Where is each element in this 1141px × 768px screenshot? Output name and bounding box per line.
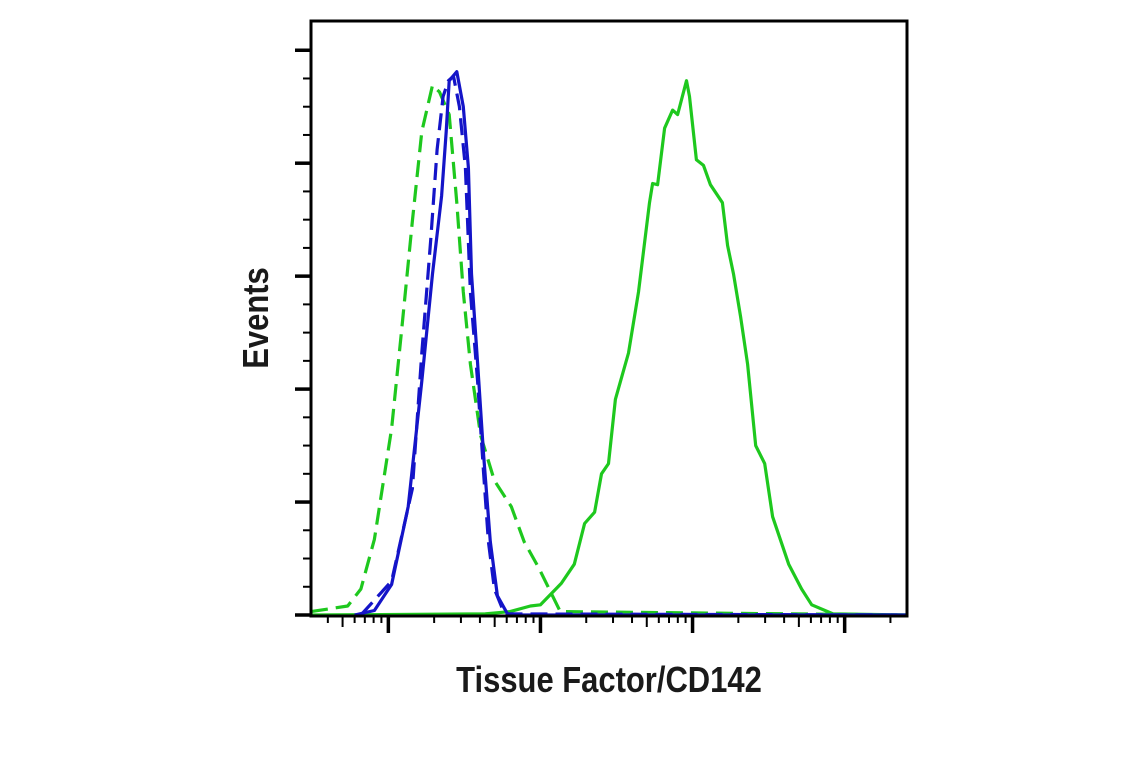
y-axis-title: Events bbox=[237, 267, 277, 368]
plot-frame bbox=[309, 19, 909, 618]
x-axis-title: Tissue Factor/CD142 bbox=[456, 661, 762, 701]
histogram-series-2-dashed bbox=[359, 74, 908, 617]
histogram-series-1-dashed bbox=[310, 83, 908, 617]
ticks-layer bbox=[295, 48, 892, 633]
curves-layer bbox=[310, 70, 908, 617]
histogram-series-3-solid bbox=[354, 70, 907, 617]
histogram-series-0-solid bbox=[310, 79, 908, 617]
